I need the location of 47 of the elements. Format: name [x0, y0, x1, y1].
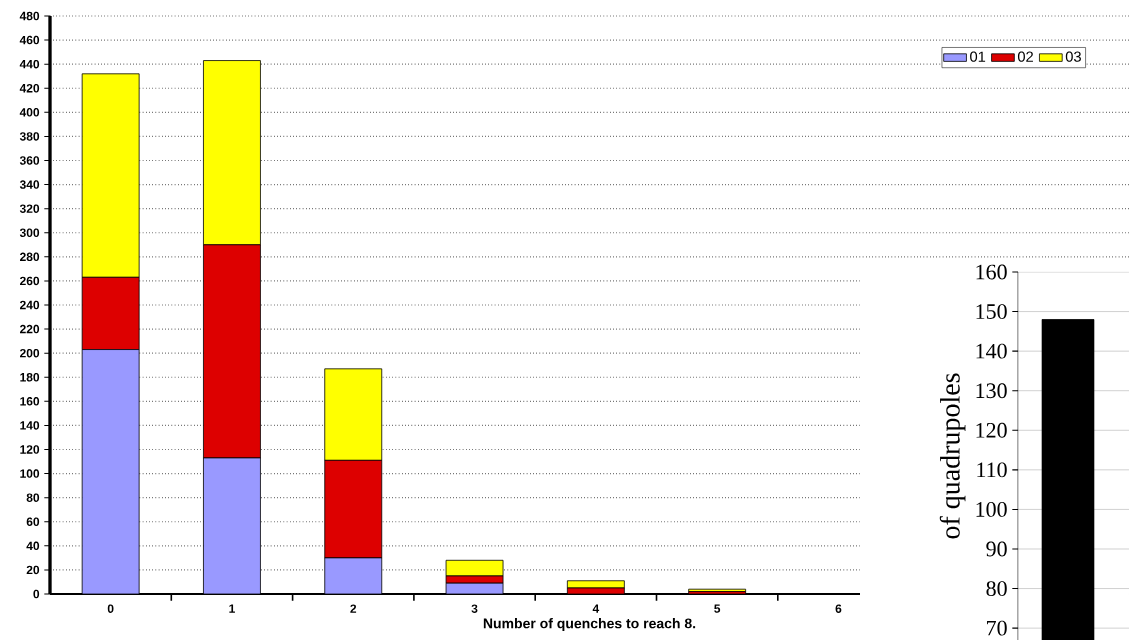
x-tick-label: 1 [229, 604, 235, 613]
y-tick-label: 480 [19, 11, 40, 21]
y-tick-label: 200 [20, 348, 40, 358]
y-tick-label: 260 [20, 276, 40, 286]
y-axis-title: of quadrupoles [939, 373, 966, 539]
y-tick-label: 70 [987, 620, 1007, 636]
y-tick-label: 160 [976, 264, 1007, 280]
y-tick-label: 360 [19, 156, 40, 165]
y-tick-label: 300 [19, 228, 40, 237]
y-tick-label: 220 [20, 324, 40, 334]
legend-label: 02 [1017, 51, 1033, 62]
legend-label: 03 [1065, 51, 1081, 62]
legend-label: 01 [970, 51, 986, 62]
y-tick-label: 180 [20, 373, 40, 382]
x-axis-title: Number of quenches to reach 8. [483, 618, 696, 632]
y-tick-label: 120 [20, 445, 40, 454]
y-tick-label: 100 [20, 469, 40, 478]
y-tick-label: 150 [976, 304, 1007, 319]
y-tick-label: 110 [977, 462, 1007, 478]
y-tick-label: 240 [20, 300, 40, 310]
y-tick-label: 400 [19, 108, 40, 117]
y-tick-label: 380 [19, 132, 40, 141]
y-tick-label: 440 [19, 59, 40, 69]
y-tick-label: 80 [26, 493, 40, 502]
y-tick-label: 130 [976, 383, 1007, 399]
y-tick-label: 20 [26, 565, 40, 575]
y-tick-label: 0 [33, 589, 40, 599]
y-tick-label: 320 [19, 204, 40, 213]
y-tick-label: 160 [20, 397, 40, 406]
y-tick-label: 90 [986, 541, 1007, 557]
y-tick-label: 280 [20, 252, 40, 262]
y-tick-label: 460 [19, 35, 40, 45]
y-tick-label: 100 [976, 501, 1007, 517]
y-tick-label: 40 [26, 541, 40, 551]
x-tick-label: 0 [107, 604, 114, 613]
x-tick-label: 2 [350, 604, 357, 613]
x-tick-label: 3 [471, 604, 478, 613]
y-tick-label: 80 [986, 581, 1007, 596]
x-tick-label: 6 [835, 604, 842, 613]
y-tick-label: 140 [20, 421, 40, 430]
y-tick-label: 340 [19, 180, 40, 189]
x-tick-label: 4 [592, 604, 600, 613]
x-tick-label: 5 [714, 604, 721, 613]
y-tick-label: 60 [26, 517, 40, 527]
y-tick-label: 420 [19, 84, 40, 93]
y-tick-label: 140 [976, 343, 1007, 359]
y-tick-label: 120 [976, 422, 1007, 438]
